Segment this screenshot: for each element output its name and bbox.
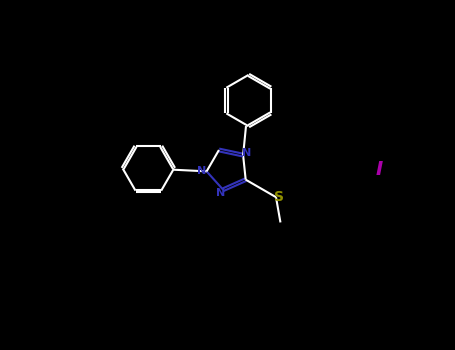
Text: I: I <box>375 160 383 178</box>
Text: N: N <box>216 188 225 198</box>
Text: S: S <box>274 190 284 204</box>
Text: N: N <box>197 166 207 176</box>
Text: N: N <box>242 148 251 158</box>
